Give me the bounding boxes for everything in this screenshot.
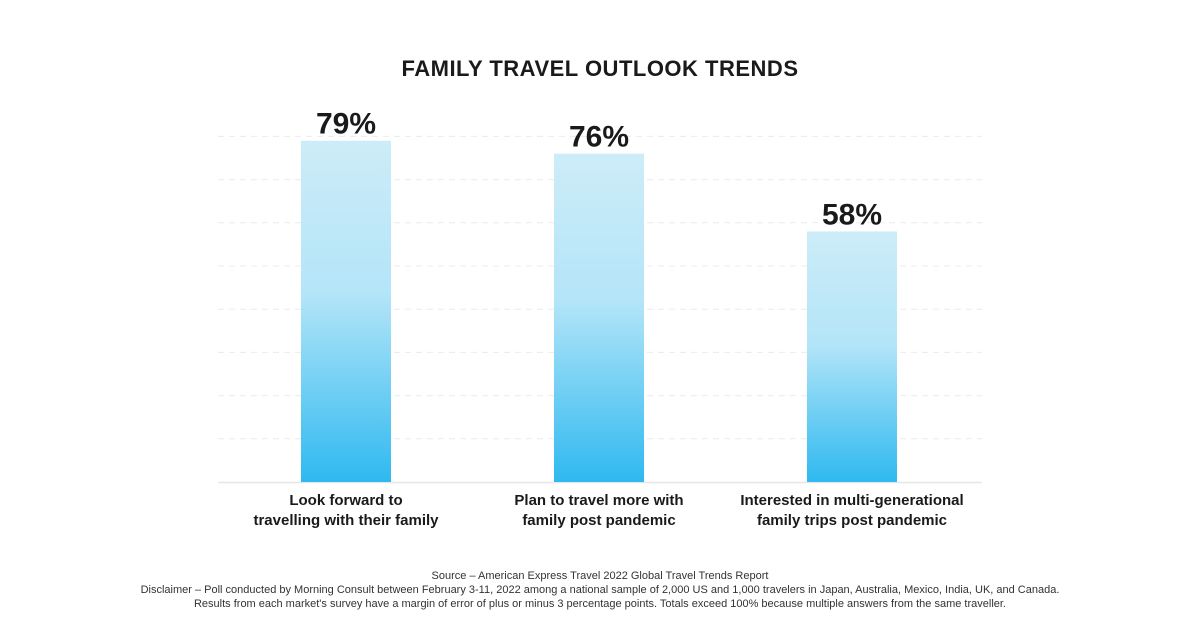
- bar: [807, 231, 897, 482]
- data-label: 58%: [822, 198, 882, 231]
- category-label-line: Look forward to: [289, 492, 403, 509]
- category-label-line: family post pandemic: [522, 512, 676, 529]
- bar: [301, 140, 391, 482]
- category-label-line: travelling with their family: [253, 512, 439, 529]
- margin-note: Results from each market's survey have a…: [193, 598, 1006, 610]
- data-label: 79%: [316, 108, 376, 141]
- category-label-line: Interested in multi-generational: [740, 492, 964, 509]
- source-note: Source – American Express Travel 2022 Gl…: [431, 570, 769, 582]
- category-label-3: Interested in multi-generational family …: [722, 491, 982, 531]
- category-label-line: Plan to travel more with: [514, 492, 684, 509]
- disclaimer-note: Disclaimer – Poll conducted by Morning C…: [140, 584, 1060, 596]
- category-label-line: family trips post pandemic: [756, 512, 948, 529]
- bar: [554, 153, 644, 482]
- category-label-2: Plan to travel more with family post pan…: [469, 491, 729, 531]
- chart-title: FAMILY TRAVEL OUTLOOK TRENDS: [401, 56, 799, 81]
- category-label-1: Look forward to travelling with their fa…: [216, 491, 476, 531]
- data-label: 76%: [569, 121, 629, 154]
